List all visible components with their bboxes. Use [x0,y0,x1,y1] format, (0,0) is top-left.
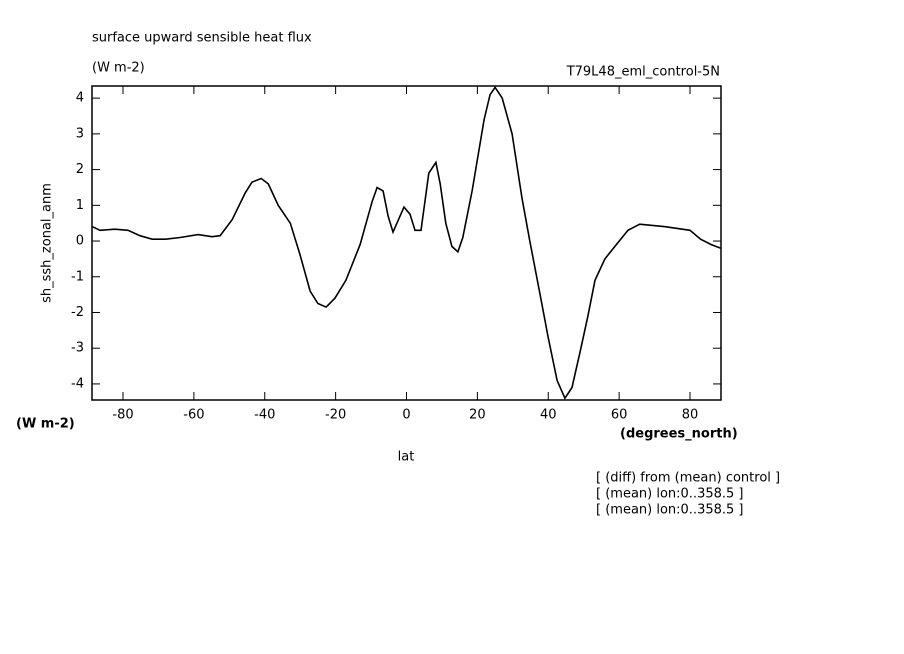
y-tick-label: -2 [71,305,84,320]
note: [ (mean) lon:0..358.5 ] [596,503,744,518]
x-tick-label: -60 [183,408,204,423]
x-tick-label: -20 [325,408,346,423]
note: [ (diff) from (mean) control ] [596,471,780,486]
y-tick-label: -1 [71,269,84,284]
y-tick-label: 1 [76,198,84,213]
y-tick-label: -3 [71,341,84,356]
y-unit: (W m-2) [16,417,75,432]
x-tick-label: 20 [469,408,486,423]
x-tick-label: 0 [402,408,410,423]
x-axis-label: lat [398,450,415,465]
x-tick-label: -80 [112,408,133,423]
x-tick-label: -40 [254,408,275,423]
run-label: T79L48_eml_control-5N [566,65,720,80]
x-tick-label: 60 [611,408,628,423]
y-tick-label: 3 [76,126,84,141]
note: [ (mean) lon:0..358.5 ] [596,487,744,502]
x-unit: (degrees_north) [620,427,738,442]
y-tick-label: -4 [71,376,84,391]
plot-frame [91,85,722,401]
y-tick-label: 4 [76,91,84,106]
x-tick-label: 40 [540,408,557,423]
x-tick-label: 80 [682,408,699,423]
y-tick-label: 2 [76,162,84,177]
y-axis-label: sh_ssh_zonal_anm [40,183,55,303]
data-line [92,85,722,400]
y-tick-label: 0 [76,234,84,249]
chart-title: surface upward sensible heat flux [92,31,312,46]
subtitle: (W m-2) [92,61,145,76]
